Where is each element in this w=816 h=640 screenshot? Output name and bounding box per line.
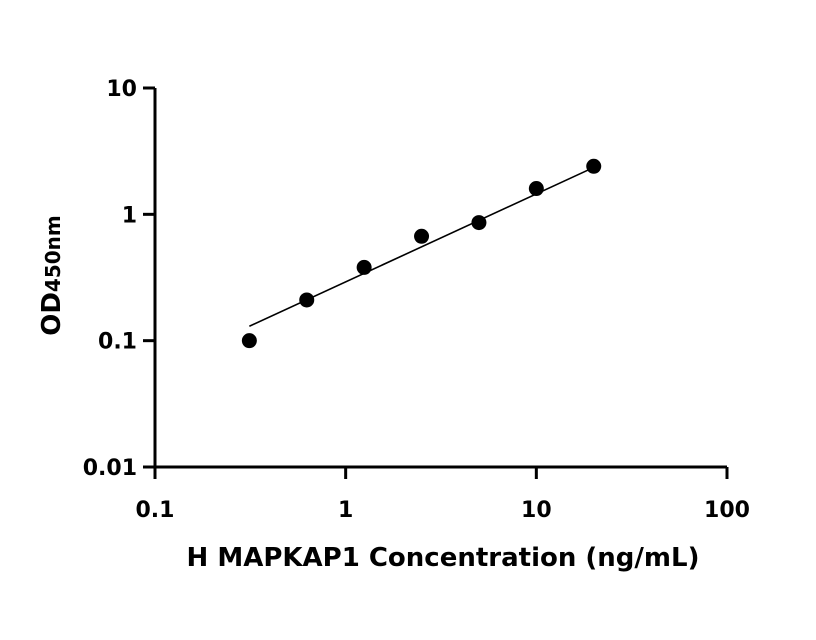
y-axis-ticks: 0.01 0.1 1 10 xyxy=(83,77,155,481)
y-axis-title-subscript: 450nm xyxy=(41,215,65,292)
x-tick-label: 0.1 xyxy=(136,498,175,523)
axes xyxy=(153,88,727,469)
data-point xyxy=(528,181,544,197)
x-tick-label: 1 xyxy=(338,498,353,523)
data-point xyxy=(586,158,602,174)
x-axis-title: H MAPKAP1 Concentration (ng/mL) xyxy=(187,543,700,573)
data-point xyxy=(241,333,257,349)
x-tick-label: 10 xyxy=(521,498,552,523)
x-tick-label: 100 xyxy=(704,498,750,523)
y-tick-label: 10 xyxy=(106,77,137,102)
x-axis-ticks: 0.1 1 10 100 xyxy=(136,467,750,523)
data-point xyxy=(414,228,430,244)
data-points xyxy=(241,158,602,349)
y-axis-title: OD450nm xyxy=(37,215,67,336)
y-tick-label: 0.1 xyxy=(98,330,137,355)
y-tick-label: 0.01 xyxy=(83,456,137,481)
y-tick-label: 1 xyxy=(122,203,137,228)
y-axis-title-main: OD xyxy=(37,292,67,336)
data-point xyxy=(299,292,315,308)
data-point xyxy=(471,215,487,231)
data-point xyxy=(356,259,372,275)
